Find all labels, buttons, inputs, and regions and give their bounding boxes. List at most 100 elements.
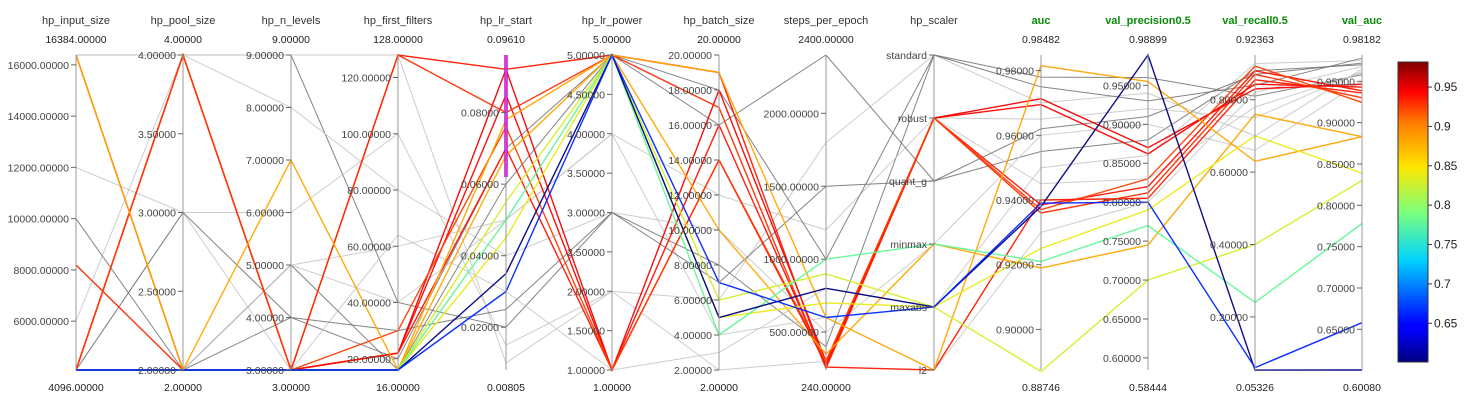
tick-label: 0.85000 [1103, 158, 1141, 170]
tick-label: 3.00000 [138, 208, 176, 220]
category-label: l2 [919, 365, 927, 377]
axis-header: steps_per_epoch [784, 15, 868, 27]
tick-label: 1.00000 [567, 365, 605, 377]
tick-label: 0.90000 [996, 324, 1034, 336]
tick-label: 0.98000 [996, 66, 1034, 78]
tick-label: 2000.00000 [764, 108, 820, 120]
axis-max-label: 128.00000 [373, 34, 423, 46]
axis-min-label: 2.00000 [164, 382, 202, 394]
tick-label: 4.00000 [567, 129, 605, 141]
tick-label: 0.04000 [461, 251, 499, 263]
axis-min-label: 0.05326 [1236, 382, 1274, 394]
axis-min-label: 240.00000 [801, 382, 851, 394]
colorbar-tick-label: 0.95 [1434, 80, 1458, 94]
tick-label: 12.00000 [668, 190, 712, 202]
tick-label: 4.00000 [246, 313, 284, 325]
tick-label: 0.90000 [1103, 119, 1141, 131]
tick-label: 1.50000 [567, 326, 605, 338]
tick-label: 0.60000 [1103, 353, 1141, 365]
axis-header: val_precision0.5 [1105, 15, 1191, 27]
tick-label: 20.00000 [668, 50, 712, 62]
tick-label: 1500.00000 [764, 181, 820, 193]
tick-label: 16.00000 [668, 120, 712, 132]
colorbar-gradient [1397, 61, 1429, 363]
category-label: quant_g [889, 176, 927, 188]
axis-max-label: 0.09610 [487, 34, 525, 46]
tick-label: 0.95000 [1103, 80, 1141, 92]
category-label: minmax [890, 239, 928, 251]
axis-min-label: 0.60080 [1343, 382, 1381, 394]
colorbar-tick-label: 0.75 [1434, 238, 1458, 252]
tick-label: 9.00000 [246, 50, 284, 62]
tick-label: 40.00000 [347, 298, 391, 310]
tick-label: 100.00000 [341, 129, 391, 141]
tick-label: 0.20000 [1210, 312, 1248, 324]
tick-label: 0.92000 [996, 260, 1034, 272]
axis-max-label: 0.98482 [1022, 34, 1060, 46]
axis-max-label: 0.92363 [1236, 34, 1274, 46]
axis-header: auc [1032, 15, 1051, 27]
axis-header: hp_lr_start [480, 15, 532, 27]
tick-label: 8.00000 [674, 260, 712, 272]
tick-label: 6.00000 [246, 208, 284, 220]
tick-label: 0.95000 [1317, 76, 1355, 88]
colorbar: 0.65 0.7 0.75 0.8 0.85 0.9 0.95 [1397, 61, 1458, 363]
tick-label: 4.50000 [567, 89, 605, 101]
tick-label: 1000.00000 [764, 254, 820, 266]
axis-max-label: 9.00000 [272, 34, 310, 46]
tick-label: 500.00000 [769, 327, 819, 339]
colorbar-tick-label: 0.7 [1434, 277, 1451, 291]
tick-label: 0.96000 [996, 130, 1034, 142]
axis-header: hp_input_size [42, 15, 110, 27]
axis-header: hp_lr_power [582, 15, 643, 27]
tick-label: 16000.00000 [8, 60, 69, 72]
tick-label: 3.50000 [138, 129, 176, 141]
axis-max-label: 0.98182 [1343, 34, 1381, 46]
tick-label: 0.65000 [1317, 324, 1355, 336]
tick-label: 0.80000 [1317, 200, 1355, 212]
tick-label: 14.00000 [668, 155, 712, 167]
colorbar-tick-label: 0.65 [1434, 316, 1458, 330]
axes: hp_input_size 16384.00000 4096.00000 6000.0… [8, 15, 1383, 394]
axis-header: hp_scaler [910, 15, 958, 27]
axis-min-label: 3.00000 [272, 382, 310, 394]
tick-label: 0.75000 [1317, 242, 1355, 254]
axis-header: val_recall0.5 [1222, 15, 1287, 27]
tick-label: 3.00000 [567, 208, 605, 220]
tick-label: 0.40000 [1210, 240, 1248, 252]
colorbar-tick-label: 0.9 [1434, 119, 1451, 133]
tick-label: 0.80000 [1103, 197, 1141, 209]
tick-label: 0.02000 [461, 322, 499, 334]
tick-label: 12000.00000 [8, 162, 69, 174]
tick-label: 2.00000 [567, 286, 605, 298]
tick-label: 14000.00000 [8, 111, 69, 123]
tick-label: 0.80000 [1210, 95, 1248, 107]
axis-header: val_auc [1342, 15, 1382, 27]
axis-min-label: 2.00000 [700, 382, 738, 394]
axis-min-label: 0.00805 [487, 382, 525, 394]
axis-max-label: 20.00000 [697, 34, 741, 46]
tick-label: 0.85000 [1317, 159, 1355, 171]
tick-label: 6.00000 [674, 295, 712, 307]
tick-label: 2.00000 [674, 365, 712, 377]
tick-label: 8.00000 [246, 103, 284, 115]
axis-max-label: 0.98899 [1129, 34, 1167, 46]
axis-min-label: 0.58444 [1129, 382, 1167, 394]
tick-label: 2.00000 [138, 365, 176, 377]
axis-max-label: 2400.00000 [798, 34, 854, 46]
tick-label: 4.00000 [674, 330, 712, 342]
tick-label: 5.00000 [246, 260, 284, 272]
colorbar-tick-label: 0.8 [1434, 198, 1451, 212]
tick-label: 0.90000 [1317, 118, 1355, 130]
category-label: standard [886, 50, 927, 62]
tick-label: 5.00000 [567, 50, 605, 62]
tick-label: 3.00000 [246, 365, 284, 377]
category-label: robust [898, 113, 927, 125]
axis-header: hp_first_filters [364, 15, 433, 27]
axis-min-label: 0.88746 [1022, 382, 1060, 394]
axis-min-label: 16.00000 [376, 382, 420, 394]
axis-min-label: 4096.00000 [48, 382, 104, 394]
colorbar-tick-label: 0.85 [1434, 159, 1458, 173]
tick-label: 0.06000 [461, 179, 499, 191]
